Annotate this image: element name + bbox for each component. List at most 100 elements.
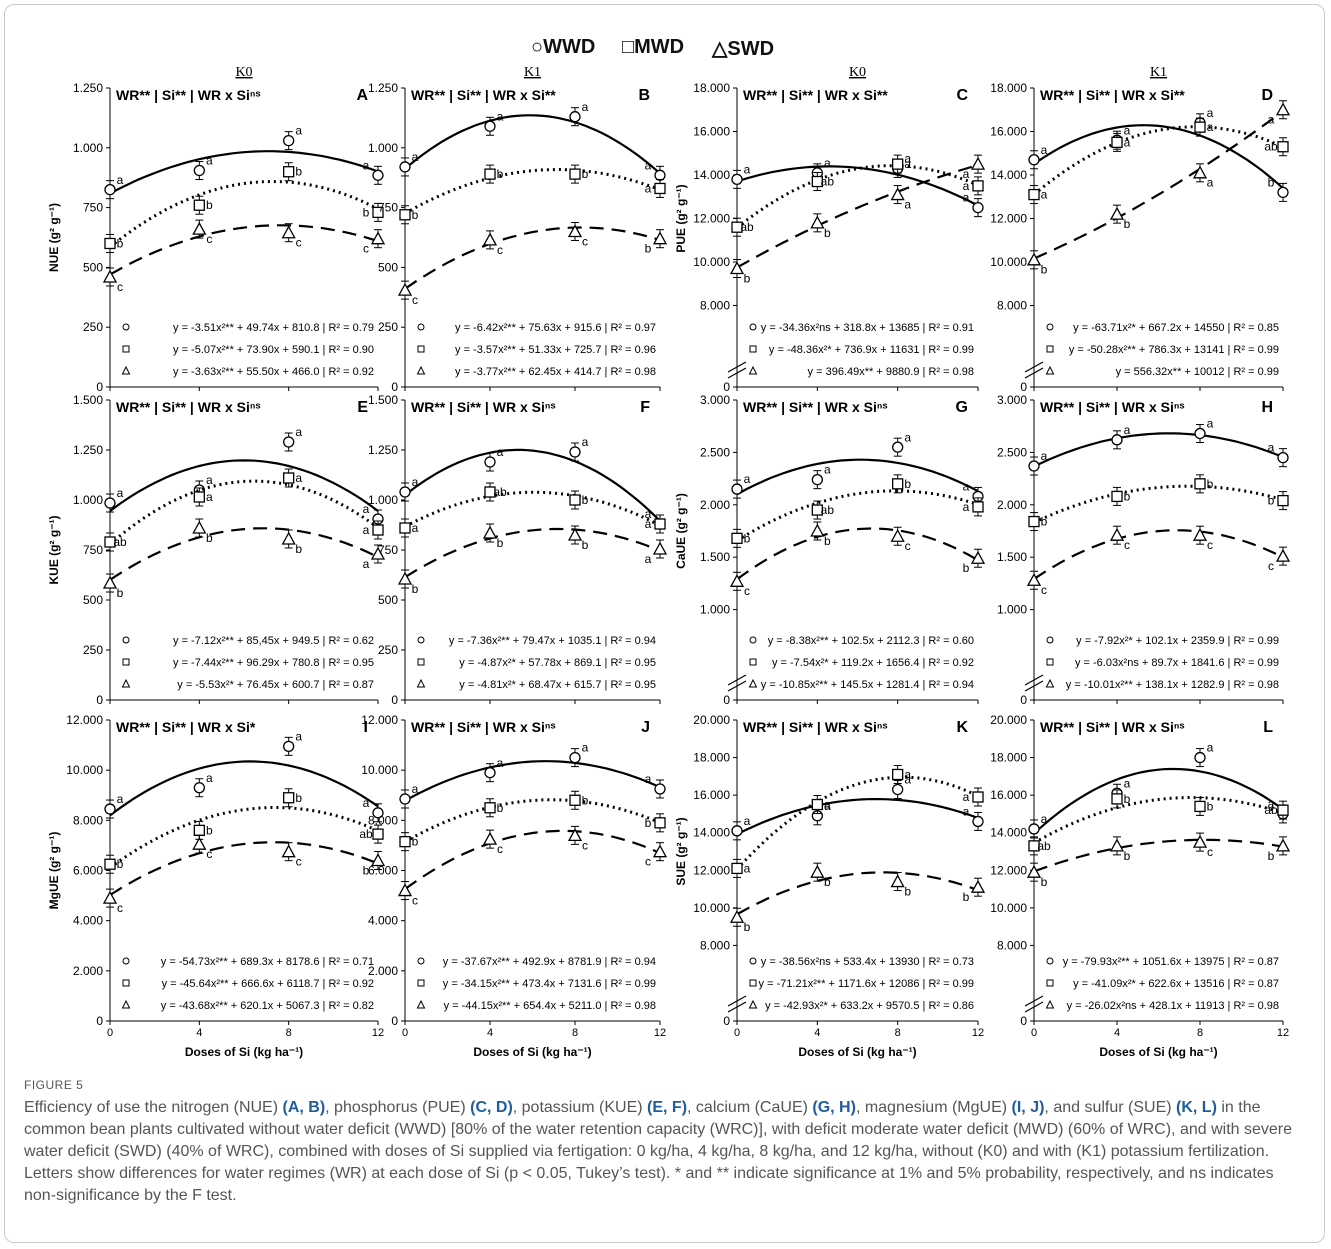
letter-label: b: [744, 271, 751, 285]
data-point-wwd: [1028, 823, 1040, 835]
regression-equation: y = -63.71x²* + 667.2x + 14550 | R² = 0.…: [1073, 322, 1279, 334]
regression-equation: y = -5.07x²** + 73.90x + 590.1 | R² = 0.…: [173, 344, 374, 356]
regression-equation: y = -3.57x²** + 51.33x + 725.7 | R² = 0.…: [455, 344, 656, 356]
panel-h: 0 1.000 1.500 2.000 2.500 3.000 WR** | Si** | …: [997, 393, 1291, 707]
trend-line-swd: [736, 527, 979, 581]
caption-segment: , potassium (KUE): [512, 1099, 648, 1116]
caption-segment: (C, D): [470, 1099, 513, 1116]
letter-label: c: [1268, 559, 1274, 573]
letter-label: a: [904, 152, 911, 166]
equation-marker: [1045, 365, 1055, 375]
x-tick-label: 0: [734, 1027, 740, 1039]
caption-segment: (E, F): [647, 1099, 688, 1116]
data-point-mwd: [569, 168, 581, 180]
panel-letter: F: [640, 399, 650, 416]
data-point-mwd: [972, 791, 984, 803]
regression-equation: y = -34.36x²ns + 318.8x + 13685 | R² = 0…: [761, 322, 974, 334]
letter-label: b: [904, 884, 911, 898]
trend-line-swd: [736, 164, 979, 269]
y-tick-label: 10.000: [990, 255, 1027, 269]
letter-label: c: [582, 234, 588, 248]
letter-label: a: [1124, 135, 1131, 149]
y-tick-label: 250: [378, 320, 398, 334]
panel-letter: G: [956, 399, 968, 416]
y-tick-label: 12.000: [361, 713, 398, 727]
y-tick-label: 10.000: [990, 901, 1027, 915]
regression-equation: y = -45.64x²** + 666.6x + 6118.7 | R² = …: [162, 978, 374, 990]
letter-label: a: [744, 861, 751, 875]
data-point-wwd: [1194, 427, 1206, 440]
data-point-wwd: [972, 201, 984, 214]
significance-label: WR** | Si** | WR x Si**: [411, 87, 556, 103]
letter-label: a: [645, 181, 652, 195]
y-tick-label: 2.000: [73, 964, 103, 978]
y-tick-label: 1.500: [368, 393, 398, 407]
letter-label: b: [582, 493, 589, 507]
data-point-mwd: [399, 836, 411, 848]
panel-title: K0: [849, 65, 866, 80]
regression-equation: y = -4.81x²* + 68.47x + 615.7 | R² = 0.9…: [459, 679, 656, 691]
significance-label: WR** | Si** | WR x Siⁿˢ: [1040, 719, 1185, 735]
panel-letter: J: [641, 719, 650, 736]
letter-label: a: [1207, 106, 1214, 120]
trend-line-swd: [1033, 529, 1284, 581]
y-tick-label: 0: [1020, 693, 1027, 707]
letter-label: a: [1124, 123, 1131, 137]
letter-label: a: [963, 790, 970, 804]
data-point-swd: [810, 523, 825, 537]
caption-segment: , phosphorus (PUE): [325, 1099, 471, 1116]
data-point-wwd: [972, 815, 984, 828]
panel-letter: A: [356, 87, 368, 104]
equation-marker: [1045, 678, 1055, 688]
panel-title: K1: [524, 65, 541, 80]
y-tick-label: 6.000: [73, 864, 103, 878]
data-point-swd: [1275, 548, 1291, 562]
data-point-swd: [729, 261, 745, 275]
trend-line-mwd: [735, 775, 979, 871]
letter-label: b: [412, 208, 419, 222]
letter-label: b: [1207, 799, 1214, 813]
letter-label: b: [1124, 489, 1131, 503]
data-point-wwd: [399, 793, 411, 805]
caption-segment: , magnesium (MgUE): [855, 1099, 1012, 1116]
trend-line-mwd: [109, 806, 379, 869]
letter-label: ab: [493, 485, 507, 499]
data-point-swd: [397, 282, 413, 296]
letter-label: b: [582, 793, 589, 807]
y-tick-label: 8.000: [997, 299, 1027, 313]
y-tick-label: 0: [723, 380, 730, 394]
letter-label: a: [1041, 812, 1048, 826]
data-point-mwd: [654, 182, 666, 195]
y-tick-label: 14.000: [990, 826, 1027, 840]
y-tick-label: 1.000: [997, 603, 1027, 617]
equation-marker: [417, 979, 425, 987]
data-point-mwd: [193, 199, 205, 211]
y-tick-label: 10.000: [66, 763, 103, 777]
data-point-swd: [102, 890, 118, 904]
data-point-mwd: [484, 168, 496, 180]
letter-label: a: [117, 173, 124, 187]
regression-equation: y = -6.03x²ns + 89.7x + 1841.6 | R² = 0.…: [1075, 657, 1279, 669]
x-axis-label: Doses of Si (kg ha⁻¹): [473, 1045, 591, 1059]
letter-label: c: [296, 236, 302, 250]
x-axis-label: Doses of Si (kg ha⁻¹): [1099, 1045, 1217, 1059]
letter-label: b: [582, 538, 589, 552]
legend-label: SWD: [727, 38, 775, 60]
data-point-swd: [102, 269, 118, 283]
letter-label: a: [963, 805, 970, 819]
panel-e: 0 250 500 750 1.000 1.250 1.500 WR** | Si** | W…: [47, 393, 386, 707]
equation-marker: [748, 365, 758, 375]
y-tick-label: 18.000: [990, 751, 1027, 765]
panel-letter: I: [364, 719, 368, 736]
data-point-mwd: [811, 175, 823, 188]
data-point-swd: [102, 575, 118, 589]
trend-line-swd: [109, 527, 379, 581]
equation-marker: [1046, 979, 1054, 987]
data-point-swd: [1275, 102, 1291, 116]
letter-label: a: [904, 773, 911, 787]
regression-equation: y = -54.73x²** + 689.3x + 8178.6 | R² = …: [161, 956, 374, 968]
letter-label: b: [1207, 477, 1214, 491]
panel-d: 0 8.000 10.000 12.000 14.000 16.000 18.000 K1 WR…: [990, 65, 1291, 394]
letter-label: b: [904, 477, 911, 491]
